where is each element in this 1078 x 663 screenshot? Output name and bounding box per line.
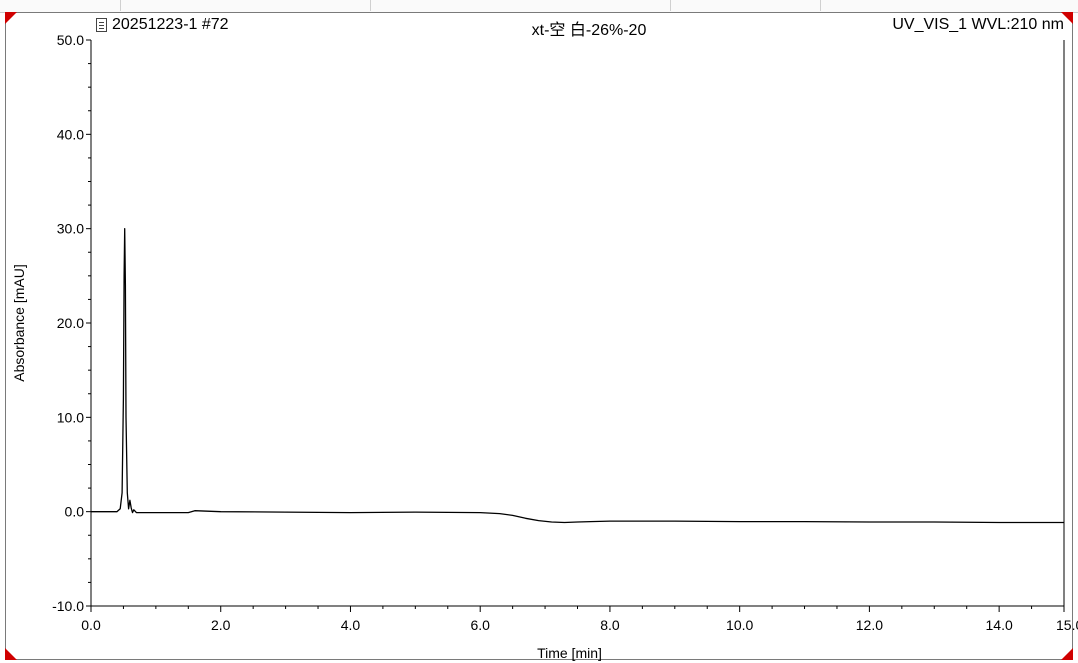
sample-id-header: 20251223-1 #72 — [96, 16, 229, 34]
sample-name-header: xt-空 白-26%-20 — [531, 22, 647, 39]
corner-marker-bottom-left[interactable] — [5, 648, 17, 660]
toolbar-segment — [0, 0, 121, 11]
chromatogram-panel — [5, 12, 1073, 660]
corner-marker-bottom-right[interactable] — [1061, 648, 1073, 660]
y-tick-label: 30.0 — [57, 221, 84, 237]
document-icon — [96, 18, 107, 32]
toolbar-segment — [370, 0, 671, 11]
y-tick-label: 10.0 — [57, 409, 84, 425]
chromatogram-trace — [91, 228, 1064, 524]
x-tick-label: 15.0 — [1056, 617, 1078, 633]
y-tick-label: 20.0 — [57, 315, 84, 331]
y-axis-title: Absorbance [mAU] — [11, 264, 27, 382]
x-tick-label: 12.0 — [856, 617, 883, 633]
corner-marker-top-left[interactable] — [5, 12, 17, 24]
x-axis-title: Time [min] — [537, 645, 602, 661]
y-tick-label: 0.0 — [65, 504, 85, 520]
x-tick-label: 6.0 — [470, 617, 490, 633]
toolbar-segment — [670, 0, 821, 11]
y-tick-label: -10.0 — [52, 598, 84, 614]
x-tick-label: 0.0 — [81, 617, 101, 633]
y-tick-label: 40.0 — [57, 126, 84, 142]
corner-marker-top-right[interactable] — [1061, 12, 1073, 24]
x-tick-label: 10.0 — [726, 617, 753, 633]
x-tick-label: 8.0 — [600, 617, 620, 633]
x-tick-label: 14.0 — [986, 617, 1013, 633]
channel-header: UV_VIS_1 WVL:210 nm — [892, 16, 1064, 33]
toolbar-segment — [120, 0, 371, 11]
y-tick-label: 50.0 — [57, 32, 84, 48]
x-tick-label: 4.0 — [341, 617, 361, 633]
sample-id-label: 20251223-1 #72 — [112, 16, 229, 33]
x-tick-label: 2.0 — [211, 617, 231, 633]
